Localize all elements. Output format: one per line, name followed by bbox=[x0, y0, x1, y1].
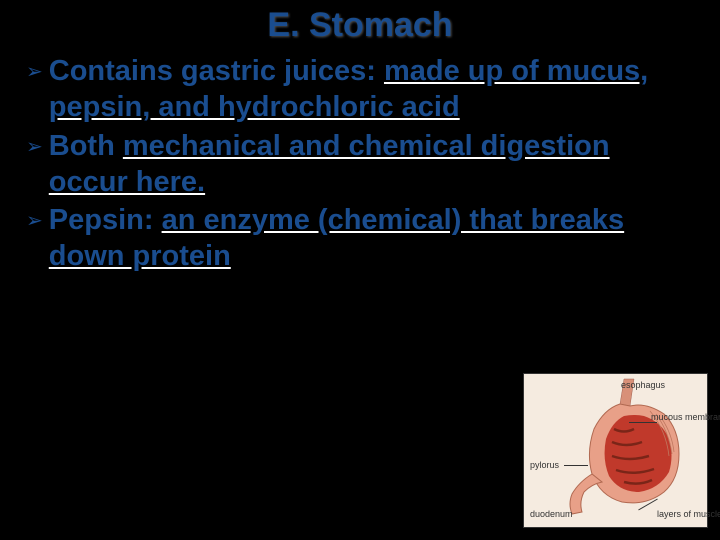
label-line bbox=[564, 465, 588, 466]
label-pylorus: pylorus bbox=[530, 460, 559, 470]
bullet-marker-icon: ➢ bbox=[26, 59, 43, 84]
bullet-plain: Pepsin: bbox=[49, 204, 162, 236]
label-muscle: layers of muscle bbox=[657, 509, 701, 519]
stomach-svg bbox=[524, 374, 709, 529]
bullet-item: ➢ Pepsin: an enzyme (chemical) that brea… bbox=[26, 202, 694, 275]
bullet-item: ➢ Contains gastric juices: made up of mu… bbox=[26, 53, 694, 126]
label-duodenum: duodenum bbox=[530, 509, 573, 519]
label-esophagus: esophagus bbox=[621, 380, 665, 390]
bullet-item: ➢ Both mechanical and chemical digestion… bbox=[26, 128, 694, 201]
bullet-plain: Both bbox=[49, 130, 123, 162]
slide-title: E. Stomach bbox=[0, 0, 720, 45]
bullet-plain: Contains gastric juices: bbox=[49, 55, 384, 87]
bullet-marker-icon: ➢ bbox=[26, 208, 43, 233]
stomach-diagram: esophagus mucous membrane pylorus duoden… bbox=[523, 373, 708, 528]
label-mucous: mucous membrane bbox=[651, 412, 701, 422]
bullet-marker-icon: ➢ bbox=[26, 134, 43, 159]
bullet-underlined: mechanical and chemical digestion occur … bbox=[49, 130, 610, 198]
bullet-text: Contains gastric juices: made up of mucu… bbox=[49, 53, 694, 126]
label-line bbox=[629, 422, 657, 423]
content-area: ➢ Contains gastric juices: made up of mu… bbox=[0, 45, 720, 275]
bullet-text: Pepsin: an enzyme (chemical) that breaks… bbox=[49, 202, 694, 275]
bullet-text: Both mechanical and chemical digestion o… bbox=[49, 128, 694, 201]
